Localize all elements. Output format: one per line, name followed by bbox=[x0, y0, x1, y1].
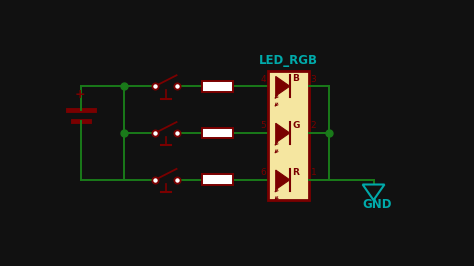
Text: +: + bbox=[75, 88, 85, 101]
Text: GND: GND bbox=[363, 198, 392, 211]
Polygon shape bbox=[276, 170, 290, 190]
Polygon shape bbox=[276, 123, 290, 143]
Text: LED_RGB: LED_RGB bbox=[259, 53, 318, 66]
Text: 6: 6 bbox=[261, 168, 266, 177]
Text: G: G bbox=[292, 121, 300, 130]
Text: 4: 4 bbox=[261, 74, 266, 84]
Bar bbox=[202, 174, 233, 185]
Polygon shape bbox=[276, 76, 290, 96]
Bar bbox=[202, 127, 233, 139]
Text: 5: 5 bbox=[261, 121, 266, 130]
Bar bbox=[202, 81, 233, 92]
Text: 1: 1 bbox=[311, 168, 317, 177]
Text: R: R bbox=[292, 168, 300, 177]
Text: 3: 3 bbox=[311, 74, 317, 84]
Bar bbox=[268, 70, 309, 200]
Text: B: B bbox=[292, 74, 300, 83]
Text: 2: 2 bbox=[311, 121, 316, 130]
